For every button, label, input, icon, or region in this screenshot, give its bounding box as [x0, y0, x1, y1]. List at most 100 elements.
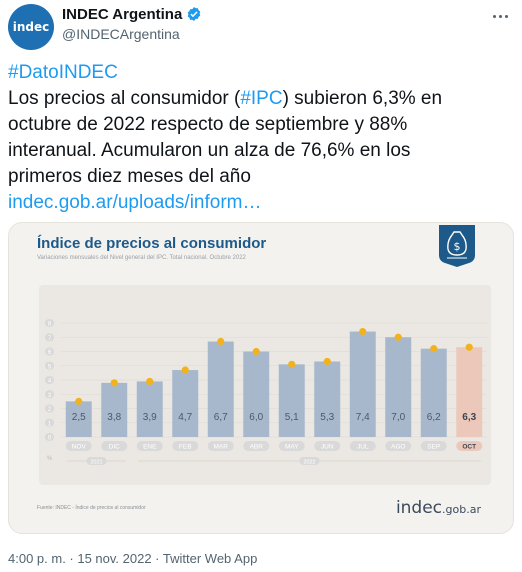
- bar: [456, 347, 483, 437]
- bar: [420, 348, 447, 437]
- ipc-bar-chart: 0 1 2 3 4 5 6 7 8% 2,5 NOV 3,8 DIC 3,9 ENE 4,7 FEB 6,7 MAR…: [39, 285, 491, 485]
- x-tick-label: FEB: [179, 444, 192, 451]
- x-tick-pill: [207, 441, 234, 451]
- data-label: 6,2: [427, 412, 441, 423]
- data-label: 4,7: [178, 412, 192, 423]
- bar-marker: [288, 360, 296, 368]
- x-tick-pill: [65, 441, 92, 451]
- x-tick-label: MAR: [214, 444, 229, 451]
- more-dot-icon: [492, 14, 496, 18]
- y-tick-label: 0: [48, 436, 52, 442]
- user-handle[interactable]: @INDECArgentina: [62, 26, 180, 42]
- y-tick-label: 7: [48, 336, 52, 342]
- y-tick-label: 1: [48, 421, 52, 427]
- x-tick-label: ABR: [250, 444, 264, 451]
- bar: [385, 337, 412, 437]
- x-tick-pill: [278, 441, 305, 451]
- avatar[interactable]: indec: [8, 4, 54, 50]
- year-pill: [86, 457, 107, 465]
- data-label: 3,8: [107, 412, 121, 423]
- x-tick-pill: [136, 441, 163, 451]
- x-tick-label: ENE: [143, 444, 157, 451]
- chart-subtitle: Variaciones mensuales del Nivel general …: [37, 255, 246, 261]
- media-card[interactable]: Índice de precios al consumidor Variacio…: [8, 222, 514, 534]
- y-tick-pill: [45, 376, 54, 384]
- data-label: 7,4: [356, 412, 370, 423]
- data-label: 6,3: [462, 412, 476, 423]
- data-label: 6,0: [249, 412, 263, 423]
- y-tick-label: 2: [48, 407, 52, 413]
- chart-title: Índice de precios al consumidor: [37, 235, 267, 252]
- hashtag-ipc-link[interactable]: #IPC: [240, 88, 283, 109]
- y-tick-pill: [45, 404, 54, 413]
- bar: [136, 381, 163, 437]
- chart-source: Fuente: INDEC - Índice de precios al con…: [37, 505, 146, 511]
- tweet-line: #DatoINDEC: [8, 60, 514, 86]
- data-label: 3,9: [143, 412, 157, 423]
- data-label: 6,7: [214, 412, 228, 423]
- year-label: 2021: [90, 459, 102, 465]
- bar: [314, 361, 341, 437]
- report-link[interactable]: indec.gob.ar/uploads/inform…: [8, 192, 262, 213]
- x-tick-pill: [349, 441, 376, 451]
- x-tick-label: JUL: [357, 444, 369, 451]
- data-label: 7,0: [391, 412, 405, 423]
- bar: [278, 364, 305, 437]
- bar: [172, 370, 199, 437]
- y-tick-pill: [45, 390, 54, 399]
- verified-badge-icon: [188, 7, 201, 21]
- svg-text:$: $: [454, 240, 461, 253]
- bar-marker: [181, 366, 189, 374]
- tweet-line: primeros diez meses del año: [8, 166, 251, 187]
- bar: [101, 382, 128, 437]
- data-label: 5,1: [285, 412, 299, 423]
- indec-brand: indec.gob.ar: [396, 498, 481, 518]
- user-block: INDEC Argentina @INDECArgentina: [62, 4, 202, 42]
- x-tick-pill: [172, 441, 199, 451]
- avatar-logo-text: indec: [12, 20, 50, 34]
- tweet-text-segment: Los precios al consumidor (: [8, 88, 241, 109]
- display-name[interactable]: INDEC Argentina: [62, 5, 183, 23]
- bar-marker: [430, 345, 438, 353]
- x-tick-label: OCT: [462, 444, 476, 451]
- y-unit-label: %: [47, 456, 53, 462]
- tweet-line: indec.gob.ar/uploads/inform…: [8, 190, 514, 216]
- y-tick-label: 3: [48, 393, 52, 399]
- y-tick-label: 8: [48, 322, 52, 328]
- bar: [349, 331, 376, 437]
- data-label: 5,3: [320, 412, 334, 423]
- x-tick-pill: [456, 441, 483, 451]
- bar-marker: [394, 333, 402, 341]
- bar-marker: [110, 379, 118, 387]
- x-tick-pill: [101, 441, 128, 451]
- display-name-row: INDEC Argentina: [62, 4, 202, 24]
- y-tick-label: 5: [48, 364, 52, 370]
- x-tick-label: NOV: [72, 444, 87, 451]
- hashtag-link[interactable]: #DatoINDEC: [8, 62, 118, 83]
- more-dot-icon: [498, 14, 502, 18]
- bar: [65, 401, 92, 437]
- x-tick-pill: [314, 441, 341, 451]
- more-dot-icon: [504, 14, 508, 18]
- y-tick-pill: [45, 361, 54, 370]
- bar-marker: [252, 347, 260, 356]
- bar-marker: [75, 397, 83, 405]
- tweet-header: indec INDEC Argentina @INDECArgentina: [8, 4, 514, 50]
- tweet-text-segment: ) subieron 6,3% en: [282, 88, 443, 109]
- brand-suffix: .gob.ar: [442, 503, 481, 516]
- tweet-timestamp[interactable]: 4:00 p. m. · 15 nov. 2022 · Twitter Web …: [8, 551, 258, 566]
- x-tick-pill: [420, 441, 447, 451]
- bar-marker: [323, 357, 331, 366]
- year-label: 2022: [303, 459, 315, 465]
- tweet-line: octubre de 2022 respecto de septiembre y…: [8, 114, 408, 135]
- money-bag-logo-icon: $: [439, 225, 475, 267]
- x-tick-label: JUN: [321, 444, 334, 451]
- x-tick-label: SEP: [427, 444, 440, 451]
- x-tick-label: DIC: [109, 444, 121, 451]
- more-options-button[interactable]: [486, 6, 514, 26]
- tweet-text: #DatoINDEC Los precios al consumidor (#I…: [8, 60, 514, 216]
- y-tick-pill: [45, 333, 54, 342]
- x-tick-pill: [385, 441, 412, 451]
- y-tick-label: 6: [48, 350, 52, 356]
- y-tick-label: 4: [48, 379, 52, 385]
